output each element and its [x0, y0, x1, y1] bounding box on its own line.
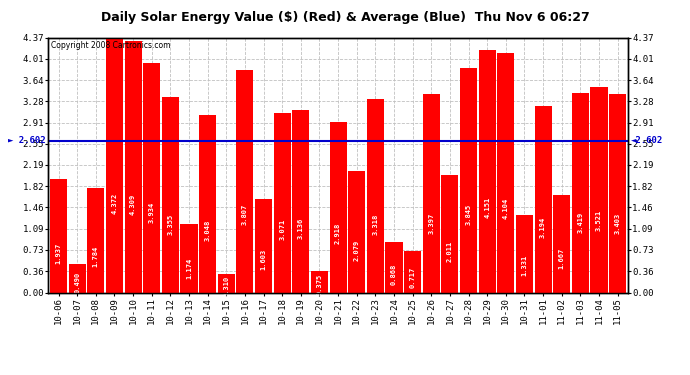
Bar — [274, 113, 290, 292]
Bar — [404, 251, 421, 292]
Bar — [367, 99, 384, 292]
Bar — [348, 171, 365, 292]
Bar — [516, 215, 533, 292]
Bar — [218, 274, 235, 292]
Bar — [572, 93, 589, 292]
Text: 0.490: 0.490 — [75, 272, 80, 293]
Text: 2.079: 2.079 — [354, 239, 359, 261]
Bar — [106, 38, 123, 292]
Text: 4.104: 4.104 — [503, 198, 509, 219]
Text: 1.603: 1.603 — [261, 249, 266, 270]
Text: 2.918: 2.918 — [335, 222, 341, 243]
Text: 3.403: 3.403 — [615, 212, 620, 234]
Bar — [161, 97, 179, 292]
Text: Daily Solar Energy Value ($) (Red) & Average (Blue)  Thu Nov 6 06:27: Daily Solar Energy Value ($) (Red) & Ave… — [101, 11, 589, 24]
Bar — [199, 115, 216, 292]
Text: 3.934: 3.934 — [149, 201, 155, 223]
Text: 3.419: 3.419 — [578, 212, 583, 233]
Bar — [591, 87, 608, 292]
Bar — [143, 63, 160, 292]
Text: 3.071: 3.071 — [279, 219, 285, 240]
Bar — [330, 122, 346, 292]
Text: 3.845: 3.845 — [466, 203, 471, 225]
Bar — [609, 94, 627, 292]
Text: 3.397: 3.397 — [428, 213, 434, 234]
Text: 3.355: 3.355 — [168, 213, 173, 235]
Bar — [87, 188, 104, 292]
Bar — [553, 195, 571, 292]
Text: 1.937: 1.937 — [56, 242, 61, 264]
Bar — [442, 175, 458, 292]
Text: 1.784: 1.784 — [93, 246, 99, 267]
Text: ► 2.602: ► 2.602 — [8, 136, 46, 145]
Bar — [535, 106, 552, 292]
Bar — [479, 50, 496, 292]
Bar — [124, 41, 141, 292]
Text: 3.136: 3.136 — [298, 218, 304, 239]
Text: 3.318: 3.318 — [373, 214, 378, 236]
Text: 0.868: 0.868 — [391, 264, 397, 285]
Text: Copyright 2008 Cartronics.com: Copyright 2008 Cartronics.com — [51, 41, 170, 50]
Text: 3.048: 3.048 — [205, 220, 210, 241]
Bar — [293, 110, 309, 292]
Text: 0.375: 0.375 — [317, 274, 322, 296]
Text: ◄2.602: ◄2.602 — [631, 136, 663, 145]
Text: 3.194: 3.194 — [540, 217, 546, 238]
Bar — [423, 94, 440, 292]
Bar — [497, 53, 515, 292]
Bar — [255, 199, 272, 292]
Text: 3.807: 3.807 — [242, 204, 248, 225]
Bar — [180, 224, 197, 292]
Text: 2.011: 2.011 — [447, 241, 453, 262]
Text: 0.717: 0.717 — [410, 267, 415, 288]
Text: 1.174: 1.174 — [186, 258, 192, 279]
Text: 4.372: 4.372 — [112, 193, 117, 214]
Bar — [460, 68, 477, 292]
Bar — [237, 70, 253, 292]
Text: 0.310: 0.310 — [224, 276, 229, 297]
Text: 1.667: 1.667 — [559, 248, 564, 269]
Text: 3.521: 3.521 — [596, 210, 602, 231]
Text: 4.151: 4.151 — [484, 197, 490, 218]
Text: 4.309: 4.309 — [130, 194, 136, 215]
Bar — [68, 264, 86, 292]
Bar — [50, 180, 67, 292]
Bar — [311, 271, 328, 292]
Bar — [386, 242, 402, 292]
Text: 1.331: 1.331 — [522, 255, 527, 276]
